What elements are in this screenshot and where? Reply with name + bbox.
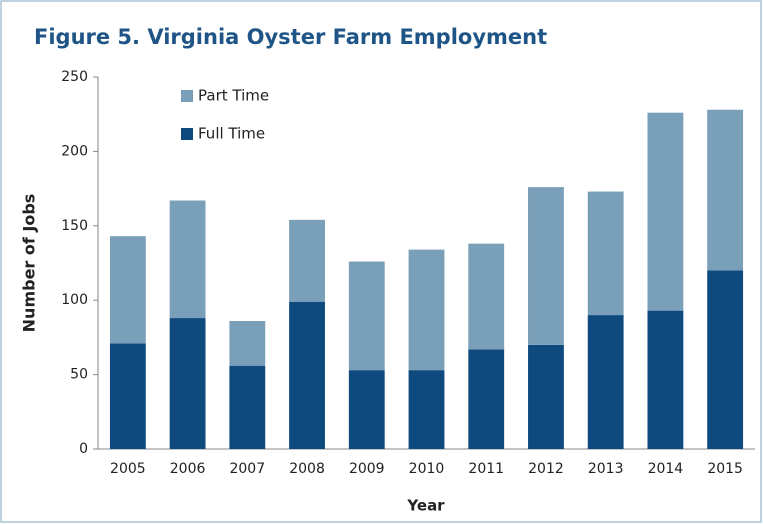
x-tick-label: 2005	[110, 461, 146, 477]
bar-segment	[169, 318, 206, 449]
y-tick-label: 50	[70, 367, 88, 383]
bar-segment	[468, 349, 505, 449]
bar-segment	[348, 261, 385, 371]
bar-segment	[109, 343, 146, 449]
x-tick-label: 2010	[409, 461, 445, 477]
chart-title: Figure 5. Virginia Oyster Farm Employmen…	[34, 25, 547, 49]
y-tick-label: 250	[61, 69, 88, 85]
bar-segment	[289, 301, 325, 449]
x-tick-label: 2011	[468, 461, 504, 477]
bar-segment	[109, 236, 146, 344]
bar-segment	[408, 370, 445, 449]
x-tick-label: 2014	[648, 461, 684, 477]
bar-segment	[528, 187, 564, 345]
y-tick-label: 0	[79, 441, 88, 457]
x-tick-label: 2008	[289, 461, 325, 477]
bar-segment	[408, 249, 445, 371]
bar-segment	[169, 200, 206, 319]
x-tick-label: 2009	[349, 461, 385, 477]
bar-segment	[587, 191, 624, 316]
x-axis-label: Year	[406, 497, 445, 515]
bar-segment	[707, 270, 744, 449]
bar-segment	[528, 344, 564, 449]
legend-swatch	[181, 128, 193, 140]
bar-segment	[647, 310, 684, 449]
bar-segment	[647, 112, 684, 311]
y-tick-label: 150	[61, 218, 88, 234]
y-tick-label: 200	[61, 143, 88, 159]
bar-segment	[229, 321, 266, 366]
bar-segment	[468, 243, 505, 350]
bar-segment	[707, 109, 744, 271]
bar-segment	[587, 315, 624, 449]
bar-segment	[289, 219, 325, 302]
x-tick-label: 2007	[229, 461, 265, 477]
bar-segment	[229, 365, 266, 449]
x-tick-label: 2006	[170, 461, 206, 477]
x-tick-label: 2013	[588, 461, 624, 477]
y-axis-label: Number of Jobs	[20, 194, 39, 333]
bar-segment	[348, 370, 385, 449]
x-tick-label: 2015	[707, 461, 743, 477]
x-tick-label: 2012	[528, 461, 564, 477]
legend-label: Full Time	[198, 125, 265, 143]
y-tick-label: 100	[61, 292, 88, 308]
legend-label: Part Time	[198, 87, 269, 105]
legend-swatch	[181, 90, 193, 102]
